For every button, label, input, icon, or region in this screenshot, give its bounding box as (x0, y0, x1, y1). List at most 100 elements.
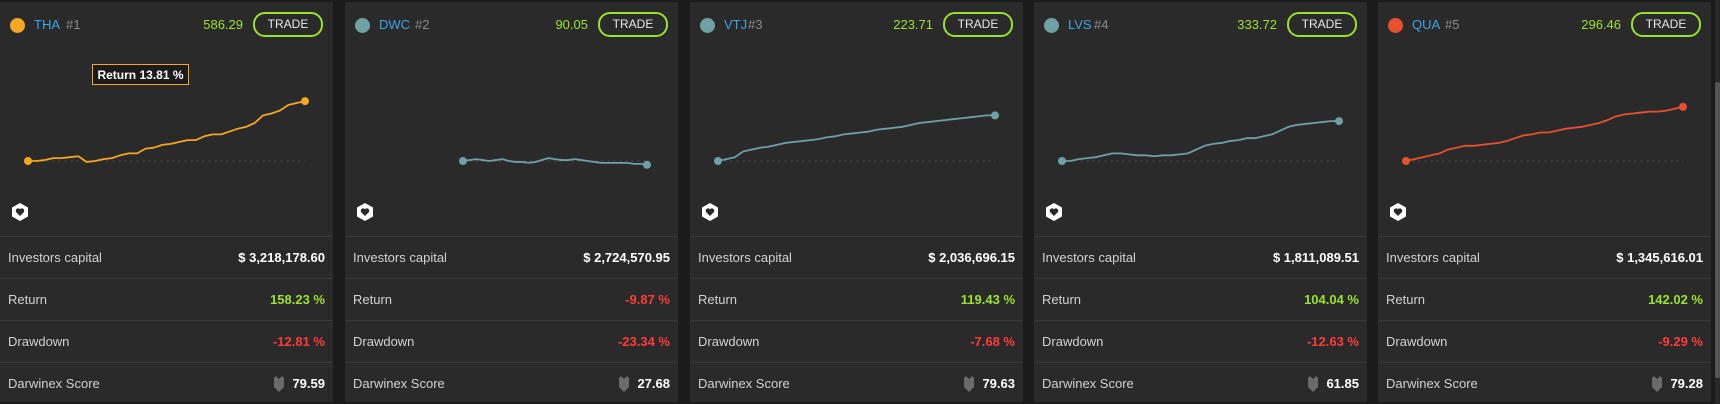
card-header: QUA #5 296.46 TRADE (1378, 2, 1711, 46)
trade-button[interactable]: TRADE (943, 12, 1013, 37)
rank-label: #4 (1094, 17, 1109, 32)
stat-label: Investors capital (1386, 250, 1480, 265)
favorite-heart-icon[interactable] (1044, 202, 1064, 222)
stat-label: Return (1042, 292, 1082, 307)
return-chart[interactable] (690, 46, 1023, 196)
stat-label: Darwinex Score (1386, 376, 1478, 391)
stat-value: 158.23 % (270, 292, 325, 307)
favorite-heart-icon[interactable] (700, 202, 720, 222)
stat-label: Return (8, 292, 48, 307)
status-dot-icon (1388, 18, 1403, 33)
stat-value: -9.87 % (625, 292, 670, 307)
stat-darwinex-score: Darwinex Score 79.63 (690, 362, 1023, 404)
stat-value: -12.63 % (1306, 334, 1359, 349)
rank-label: #3 (748, 17, 763, 32)
darwin-card[interactable]: LVS #4 333.72 TRADE Investors capital $ … (1034, 2, 1367, 402)
rank-label: #2 (415, 17, 430, 32)
stat-label: Darwinex Score (353, 376, 445, 391)
stat-drawdown: Drawdown -9.29 % (1378, 320, 1711, 362)
score-badge-icon (1308, 376, 1318, 392)
trade-button[interactable]: TRADE (253, 12, 323, 37)
stat-value: $ 2,036,696.15 (928, 250, 1015, 265)
stat-value: 79.59 (292, 376, 325, 391)
vertical-scrollbar[interactable] (1715, 0, 1720, 404)
return-chart[interactable] (1034, 46, 1367, 196)
darwin-card[interactable]: DWC #2 90.05 TRADE Investors capital $ 2… (345, 2, 678, 402)
ticker-link[interactable]: QUA (1412, 17, 1441, 32)
price-value: 296.46 (1581, 17, 1621, 32)
return-chart[interactable] (1378, 46, 1711, 196)
rank-label: #5 (1445, 17, 1460, 32)
stat-label: Drawdown (1386, 334, 1448, 349)
stat-value: -9.29 % (1658, 334, 1703, 349)
stat-drawdown: Drawdown -23.34 % (345, 320, 678, 362)
stat-value: 61.85 (1326, 376, 1359, 391)
stat-darwinex-score: Darwinex Score 27.68 (345, 362, 678, 404)
stat-label: Return (698, 292, 738, 307)
stat-value: -12.81 % (272, 334, 325, 349)
trade-button[interactable]: TRADE (598, 12, 668, 37)
ticker-link[interactable]: THA (34, 17, 60, 32)
stat-value: $ 1,811,089.51 (1272, 250, 1359, 265)
favorite-heart-icon[interactable] (355, 202, 375, 222)
stat-darwinex-score: Darwinex Score 61.85 (1034, 362, 1367, 404)
stat-value: 104.04 % (1304, 292, 1359, 307)
stat-investors-capital: Investors capital $ 2,724,570.95 (345, 236, 678, 278)
stat-drawdown: Drawdown -7.68 % (690, 320, 1023, 362)
stat-label: Drawdown (353, 334, 415, 349)
return-chart[interactable] (345, 46, 678, 196)
favorite-heart-icon[interactable] (1388, 202, 1408, 222)
chart-end-point (1679, 102, 1687, 111)
stat-return: Return 119.43 % (690, 278, 1023, 320)
stat-value: $ 3,218,178.60 (238, 250, 325, 265)
stat-label: Investors capital (698, 250, 792, 265)
chart-end-point (301, 97, 309, 106)
score-badge-icon (619, 376, 629, 392)
trade-button[interactable]: TRADE (1287, 12, 1357, 37)
stat-investors-capital: Investors capital $ 1,811,089.51 (1034, 236, 1367, 278)
chart-end-point (1335, 117, 1343, 126)
ticker-link[interactable]: LVS (1068, 17, 1092, 32)
stat-value: 142.02 % (1648, 292, 1703, 307)
stat-label: Investors capital (1042, 250, 1136, 265)
stats-list: Investors capital $ 3,218,178.60 Return … (0, 236, 333, 404)
darwin-card[interactable]: THA #1 586.29 TRADE Return 13.81 % Inves… (0, 2, 333, 402)
stats-list: Investors capital $ 2,036,696.15 Return … (690, 236, 1023, 404)
chart-series-line (28, 100, 306, 163)
stat-return: Return -9.87 % (345, 278, 678, 320)
return-chart[interactable] (0, 46, 333, 196)
chart-start-point (714, 157, 722, 165)
status-dot-icon (10, 18, 25, 33)
chart-start-point (459, 157, 467, 165)
stat-darwinex-score: Darwinex Score 79.59 (0, 362, 333, 404)
trade-button[interactable]: TRADE (1631, 12, 1701, 37)
darwin-card[interactable]: QUA #5 296.46 TRADE Investors capital $ … (1378, 2, 1711, 402)
ticker-link[interactable]: VTJ (724, 17, 748, 32)
scrollbar-thumb[interactable] (1715, 82, 1720, 378)
chart-series-line (1062, 120, 1339, 162)
score-badge-icon (964, 376, 974, 392)
card-header: THA #1 586.29 TRADE (0, 2, 333, 46)
stat-value: 27.68 (637, 376, 670, 391)
stat-label: Drawdown (1042, 334, 1104, 349)
stat-label: Darwinex Score (1042, 376, 1134, 391)
rank-label: #1 (66, 17, 81, 32)
chart-series-line (1405, 105, 1684, 162)
favorite-heart-icon[interactable] (10, 202, 30, 222)
stat-label: Darwinex Score (8, 376, 100, 391)
price-value: 223.71 (893, 17, 933, 32)
ticker-link[interactable]: DWC (379, 17, 411, 32)
card-header: DWC #2 90.05 TRADE (345, 2, 678, 46)
darwin-card[interactable]: VTJ #3 223.71 TRADE Investors capital $ … (690, 2, 1023, 402)
chart-end-point (643, 160, 651, 169)
stat-value: 119.43 % (960, 292, 1015, 307)
stat-label: Investors capital (8, 250, 102, 265)
stat-return: Return 104.04 % (1034, 278, 1367, 320)
chart-start-point (1058, 157, 1066, 165)
stat-label: Drawdown (698, 334, 760, 349)
score-badge-icon (1652, 376, 1662, 392)
price-value: 333.72 (1237, 17, 1277, 32)
stat-value: 79.28 (1670, 376, 1703, 391)
stat-value: -7.68 % (970, 334, 1015, 349)
stat-value: -23.34 % (617, 334, 670, 349)
